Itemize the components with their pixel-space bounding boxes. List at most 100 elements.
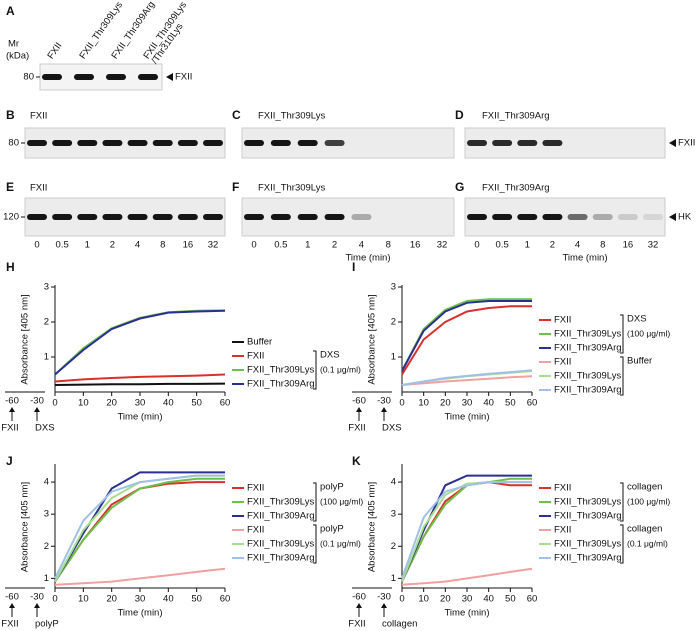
band bbox=[42, 74, 62, 80]
legend-label: FXII_Thr309Arg bbox=[247, 553, 315, 564]
band-label: HK bbox=[678, 212, 692, 223]
panel-letter: D bbox=[455, 108, 464, 122]
time-point: 1 bbox=[305, 240, 310, 251]
legend-label: FXII_Thr309Arg bbox=[247, 379, 315, 390]
series-line bbox=[54, 481, 225, 583]
band bbox=[492, 140, 513, 146]
panel-letter: J bbox=[6, 454, 13, 468]
x-tick-label: 50 bbox=[191, 398, 202, 409]
band bbox=[643, 214, 663, 220]
band bbox=[74, 74, 94, 80]
group-bracket bbox=[620, 356, 624, 396]
y-tick-label: 1 bbox=[391, 352, 396, 363]
y-tick-label: 3 bbox=[391, 282, 396, 293]
blot-title: FXII bbox=[30, 111, 47, 122]
x-tick-label: 50 bbox=[505, 594, 516, 605]
x-axis-label: Time (min) bbox=[117, 412, 162, 423]
blot-title: FXII_Thr309Lys bbox=[258, 183, 325, 194]
panel-letter: G bbox=[455, 180, 464, 194]
band bbox=[592, 214, 613, 220]
band bbox=[203, 214, 223, 220]
x-tick-label: 10 bbox=[418, 594, 429, 605]
legend-label: FXII_Thr309Lys bbox=[554, 329, 621, 340]
y-tick-label: 2 bbox=[391, 317, 396, 328]
group-bracket bbox=[620, 482, 624, 522]
x-tick-label: 60 bbox=[220, 594, 231, 605]
timeline-arrowhead bbox=[9, 603, 15, 608]
timeline-label: FXII bbox=[1, 423, 18, 434]
band bbox=[127, 140, 148, 146]
legend-label: FXII bbox=[554, 315, 571, 326]
x-tick-label: 60 bbox=[527, 398, 538, 409]
group-bracket bbox=[313, 482, 317, 522]
band bbox=[203, 140, 223, 146]
series-line bbox=[401, 567, 533, 586]
panel-letter: B bbox=[6, 108, 15, 122]
series-line bbox=[54, 471, 225, 583]
series-line bbox=[54, 373, 226, 383]
mw-marker: 80 bbox=[8, 138, 19, 149]
time-point: 1 bbox=[525, 240, 530, 251]
band bbox=[324, 214, 345, 220]
x-axis-label: Time (min) bbox=[444, 608, 489, 619]
legend-label: FXII bbox=[554, 483, 571, 494]
legend-label: FXII_Thr309Lys bbox=[247, 539, 314, 550]
series-line bbox=[54, 567, 226, 586]
timeline-label: polyP bbox=[35, 619, 59, 630]
x-tick-label: 0 bbox=[399, 594, 404, 605]
timeline-arrowhead bbox=[381, 603, 387, 608]
y-tick-label: 1 bbox=[44, 573, 49, 584]
legend-label: Buffer bbox=[247, 337, 272, 348]
group-sublabel: (100 μg/ml) bbox=[320, 496, 363, 506]
y-tick-label: 3 bbox=[44, 509, 49, 520]
time-point: 0.5 bbox=[274, 240, 287, 251]
series-line bbox=[54, 309, 226, 376]
timeline-label: DXS bbox=[35, 423, 55, 434]
series-line bbox=[401, 481, 532, 582]
panel-letter: E bbox=[6, 180, 14, 194]
band bbox=[52, 140, 73, 146]
y-tick-label: 2 bbox=[391, 541, 396, 552]
group-bracket bbox=[313, 524, 317, 564]
time-point: 32 bbox=[648, 240, 659, 251]
band bbox=[270, 214, 291, 220]
mw-marker: 120 bbox=[3, 212, 19, 223]
series-line bbox=[401, 369, 533, 386]
time-point: 0 bbox=[474, 240, 479, 251]
x-tick-label: 20 bbox=[440, 594, 451, 605]
band bbox=[297, 140, 318, 146]
timeline-tick: -30 bbox=[377, 396, 391, 407]
x-tick-label: 40 bbox=[483, 398, 494, 409]
time-point: 4 bbox=[135, 240, 140, 251]
mw-label: Mr bbox=[8, 39, 19, 50]
y-tick-label: 3 bbox=[44, 282, 49, 293]
mw-marker: 80 bbox=[23, 72, 34, 83]
group-label: DXS bbox=[320, 350, 340, 361]
band bbox=[467, 140, 487, 146]
band bbox=[351, 214, 372, 220]
timeline-arrowhead bbox=[381, 407, 387, 412]
legend-label: FXII_Thr309Lys bbox=[247, 497, 314, 508]
group-label: collagen bbox=[627, 524, 662, 535]
timeline-arrowhead bbox=[356, 407, 362, 412]
legend-label: FXII bbox=[247, 525, 264, 536]
series-line bbox=[401, 305, 532, 376]
time-point: 8 bbox=[386, 240, 391, 251]
y-tick-label: 4 bbox=[391, 477, 396, 488]
timeline-tick: -60 bbox=[5, 592, 19, 603]
legend-label: FXII_Thr309Arg bbox=[554, 553, 622, 564]
y-tick-label: 2 bbox=[44, 317, 49, 328]
time-point: 2 bbox=[332, 240, 337, 251]
band bbox=[297, 214, 318, 220]
y-tick-label: 1 bbox=[391, 573, 396, 584]
band bbox=[138, 74, 158, 80]
time-point: 2 bbox=[550, 240, 555, 251]
time-point: 4 bbox=[575, 240, 580, 251]
series-line bbox=[54, 309, 226, 376]
legend-label: FXII_Thr309Lys bbox=[247, 365, 314, 376]
band bbox=[467, 214, 487, 220]
legend-label: FXII bbox=[554, 357, 571, 368]
band bbox=[152, 140, 173, 146]
blot-title: FXII_Thr309Arg bbox=[482, 111, 550, 122]
